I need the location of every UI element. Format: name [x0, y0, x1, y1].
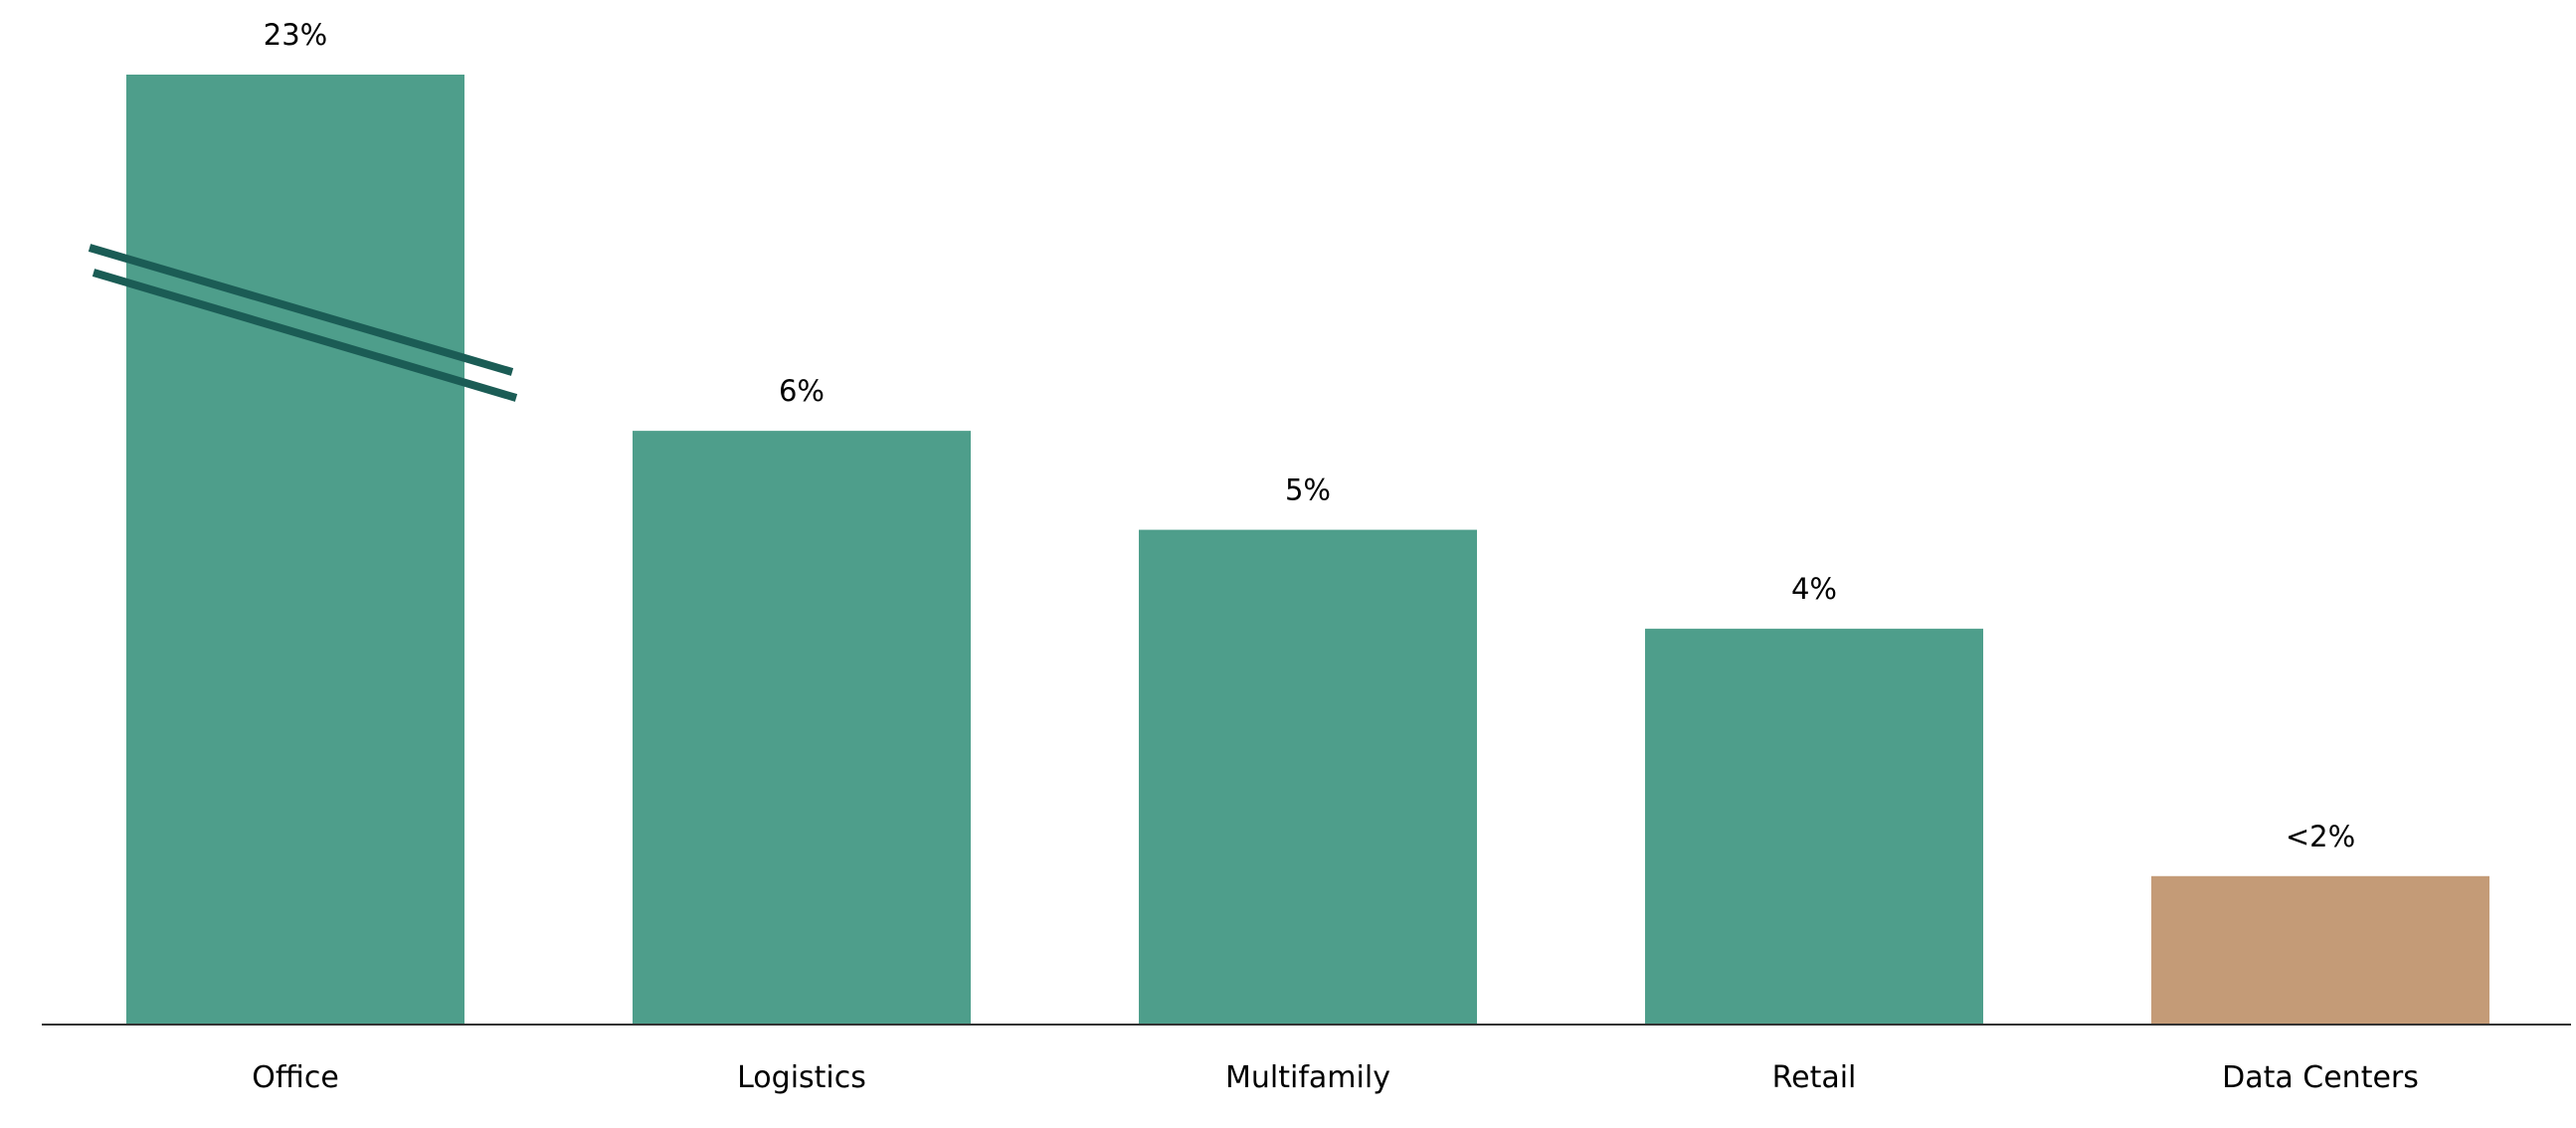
bar-logistics [633, 431, 971, 1025]
axis-break-marks [88, 244, 518, 402]
axis-break-line-1 [88, 244, 514, 376]
category-label-logistics: Logistics [737, 1060, 866, 1095]
category-label-office: Office [252, 1060, 339, 1095]
bar-multifamily [1139, 529, 1477, 1025]
value-label-retail: 4% [1791, 572, 1837, 606]
value-label-data-centers: <2% [2286, 820, 2355, 853]
category-label-retail: Retail [1772, 1060, 1857, 1095]
value-labels-group: 23% 6% 5% 4% <2% [264, 18, 2355, 853]
category-label-data-centers: Data Centers [2222, 1060, 2419, 1095]
bars-group [126, 75, 2489, 1025]
bar-office [126, 75, 464, 1025]
axis-break-line-2 [92, 269, 518, 402]
value-label-multifamily: 5% [1285, 473, 1331, 507]
bar-data-centers [2151, 875, 2489, 1025]
category-label-multifamily: Multifamily [1225, 1060, 1390, 1095]
bar-retail [1645, 629, 1983, 1025]
value-label-logistics: 6% [779, 374, 825, 408]
category-labels-group: Office Logistics Multifamily Retail Data Cen… [252, 1060, 2419, 1095]
value-label-office: 23% [264, 18, 327, 52]
